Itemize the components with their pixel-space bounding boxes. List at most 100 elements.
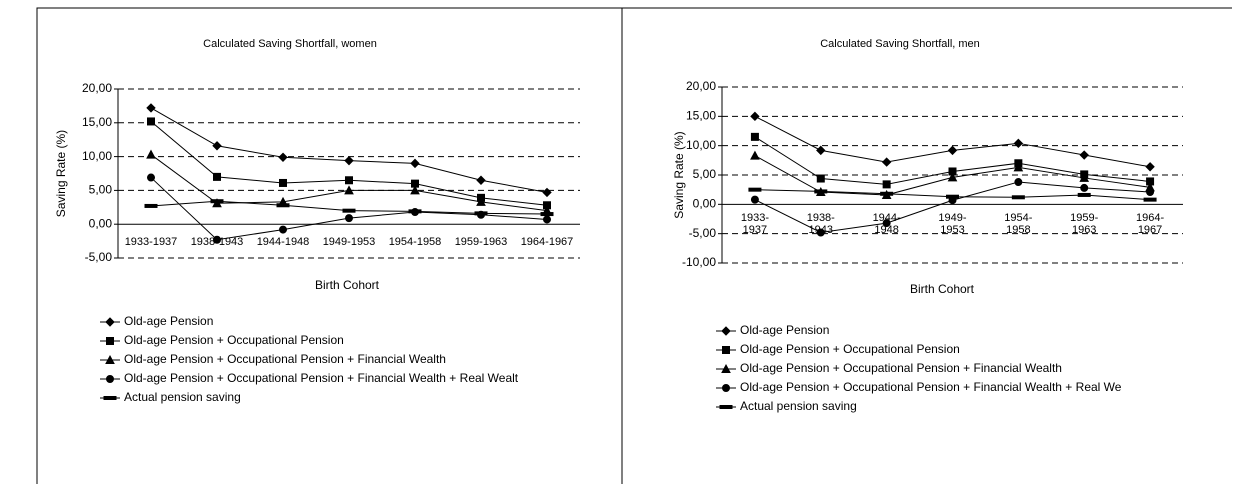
marker xyxy=(146,149,156,159)
y-axis-title: Saving Rate (%) xyxy=(54,130,68,217)
marker xyxy=(147,173,155,182)
marker xyxy=(213,172,221,181)
x-tick-label: 1944-1948 xyxy=(872,212,901,236)
marker xyxy=(881,157,892,167)
marker xyxy=(947,145,958,156)
legend-marker xyxy=(719,405,733,409)
marker xyxy=(946,194,959,199)
marker xyxy=(279,225,287,234)
y-tick-label: 5,00 xyxy=(89,183,113,197)
y-tick-label: 15,00 xyxy=(686,109,716,123)
y-tick-label: -10,00 xyxy=(682,255,716,269)
marker xyxy=(278,152,288,162)
marker xyxy=(276,203,290,208)
chart-title: Calculated Saving Shortfall, men xyxy=(820,38,980,50)
marker xyxy=(1080,183,1089,192)
legend-marker xyxy=(105,317,115,327)
y-axis-title: Saving Rate (%) xyxy=(672,131,686,218)
legend-marker xyxy=(722,384,730,392)
series-line xyxy=(754,115,1151,168)
y-tick-label: 0,00 xyxy=(89,216,113,230)
marker xyxy=(1079,150,1089,160)
x-tick-label: 1964-1967 xyxy=(1135,212,1165,236)
legend-label: Actual pension saving xyxy=(740,399,857,413)
x-tick-label: 1959-1963 xyxy=(454,236,508,248)
legend-marker xyxy=(103,396,117,400)
legend-label: Actual pension saving xyxy=(124,390,241,404)
marker xyxy=(344,155,354,166)
panel-border xyxy=(621,7,1233,484)
x-tick-label: 1933-1937 xyxy=(124,236,178,248)
marker xyxy=(816,174,825,183)
y-tick-label: 10,00 xyxy=(686,138,716,152)
marker xyxy=(345,214,353,223)
x-tick-label: 1944-1948 xyxy=(256,236,310,248)
marker xyxy=(1143,197,1157,202)
y-tick-label: -5,00 xyxy=(85,250,113,264)
x-tick-label: 1938-1943 xyxy=(806,212,835,236)
marker xyxy=(476,196,486,206)
marker xyxy=(1014,178,1023,187)
marker xyxy=(750,195,759,204)
x-axis-title: Birth Cohort xyxy=(315,278,380,292)
legend-label: Old-age Pension + Occupational Pension xyxy=(124,333,344,347)
legend-marker xyxy=(105,354,115,364)
legend-marker xyxy=(106,375,114,383)
x-tick-label: 1949-1953 xyxy=(322,236,376,248)
x-tick-label: 1933-1937 xyxy=(740,212,769,236)
marker xyxy=(147,117,155,126)
y-tick-label: 5,00 xyxy=(693,167,717,181)
marker xyxy=(213,235,221,244)
legend-label: Old-age Pension + Occupational Pension +… xyxy=(740,361,1062,375)
marker xyxy=(146,103,156,113)
marker xyxy=(212,141,222,151)
legend-label: Old-age Pension + Occupational Pension xyxy=(740,342,960,356)
marker xyxy=(476,175,486,185)
legend-label: Old-age Pension + Occupational Pension +… xyxy=(740,380,1122,394)
marker xyxy=(750,150,760,160)
marker xyxy=(1145,162,1155,172)
legend-label: Old-age Pension xyxy=(740,323,829,337)
marker xyxy=(947,172,958,182)
x-tick-label: 1954-1958 xyxy=(1004,212,1033,236)
marker xyxy=(1013,138,1024,149)
marker xyxy=(410,158,420,169)
y-tick-label: 20,00 xyxy=(686,79,716,93)
marker xyxy=(540,212,554,217)
marker xyxy=(408,209,422,214)
y-tick-label: 0,00 xyxy=(693,197,717,211)
marker xyxy=(144,203,158,208)
chart-title: Calculated Saving Shortfall, women xyxy=(203,38,377,50)
marker xyxy=(880,191,894,196)
marker xyxy=(816,228,825,237)
marker xyxy=(1079,172,1090,182)
marker xyxy=(1146,188,1155,197)
x-tick-label: 1938-1943 xyxy=(190,236,244,248)
legend-label: Old-age Pension xyxy=(124,314,213,328)
marker xyxy=(345,176,353,185)
marker xyxy=(279,178,287,187)
legend-marker xyxy=(106,337,114,345)
marker xyxy=(344,185,354,195)
marker xyxy=(1077,192,1091,197)
marker xyxy=(816,145,826,156)
marker xyxy=(543,215,551,224)
marker xyxy=(882,180,891,189)
legend-label: Old-age Pension + Occupational Pension +… xyxy=(124,352,446,366)
legend-marker xyxy=(721,363,731,373)
y-tick-label: 10,00 xyxy=(82,149,112,163)
x-tick-label: 1964-1967 xyxy=(520,236,574,248)
marker xyxy=(410,185,420,195)
y-tick-label: 20,00 xyxy=(82,81,112,95)
marker xyxy=(750,132,759,141)
marker xyxy=(1011,195,1025,200)
legend-marker xyxy=(722,346,730,354)
x-axis-title: Birth Cohort xyxy=(910,282,975,296)
y-tick-label: 15,00 xyxy=(82,115,112,129)
marker xyxy=(1013,162,1024,172)
marker xyxy=(342,208,356,213)
legend-label: Old-age Pension + Occupational Pension +… xyxy=(124,371,519,385)
marker xyxy=(210,199,224,204)
